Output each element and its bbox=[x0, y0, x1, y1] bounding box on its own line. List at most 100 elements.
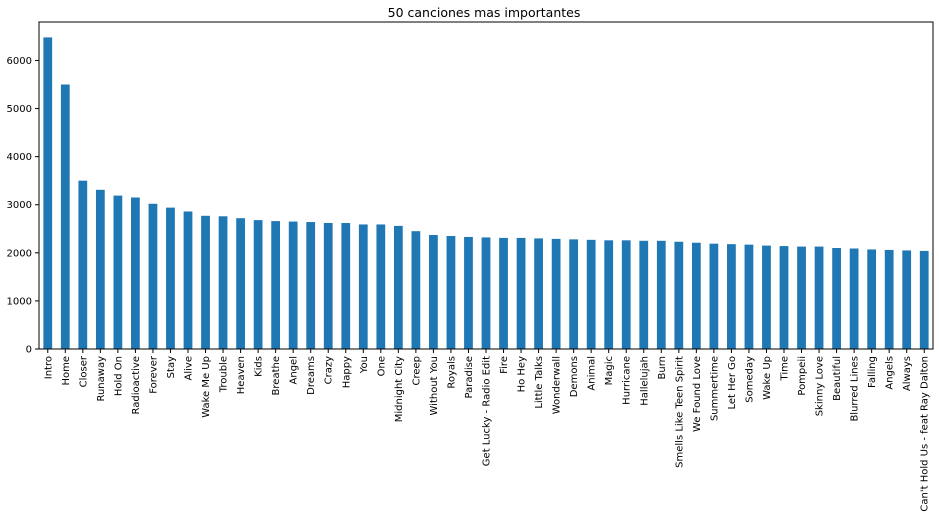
bar-4 bbox=[113, 195, 123, 349]
bar-39 bbox=[727, 244, 736, 349]
plot-frame bbox=[38, 21, 934, 350]
bar-18 bbox=[358, 224, 368, 349]
x-tick-label-7: Stay bbox=[166, 356, 177, 378]
x-tick-label-10: Trouble bbox=[219, 356, 230, 393]
x-tick-label-32: Magic bbox=[604, 356, 615, 385]
x-tick-label-29: Wonderwall bbox=[552, 356, 563, 414]
x-tick-label-4: Hold On bbox=[113, 356, 124, 396]
bar-33 bbox=[621, 240, 631, 349]
bar-12 bbox=[253, 220, 263, 349]
bar-40 bbox=[744, 244, 754, 349]
bar-0 bbox=[43, 37, 53, 349]
bar-10 bbox=[218, 216, 228, 349]
bar-14 bbox=[288, 221, 298, 349]
x-tick-label-19: One bbox=[376, 356, 387, 376]
x-tick-label-31: Animal bbox=[587, 356, 598, 391]
chart-title: 50 canciones mas importantes bbox=[388, 5, 581, 20]
bar-21 bbox=[411, 231, 421, 349]
x-tick-label-45: Beautiful bbox=[832, 356, 843, 401]
bar-47 bbox=[867, 249, 877, 349]
x-tick-label-27: Ho Hey bbox=[517, 356, 528, 392]
bar-13 bbox=[271, 221, 281, 349]
x-tick-label-37: We Found Love bbox=[692, 356, 703, 432]
x-tick-label-41: Wake Up bbox=[762, 356, 773, 400]
bar-36 bbox=[674, 241, 684, 349]
bar-46 bbox=[849, 248, 859, 349]
bar-49 bbox=[902, 250, 912, 349]
bar-50 bbox=[919, 250, 929, 349]
x-axis: Intro Home Closer Runaway Hold On Radioactive… bbox=[43, 349, 931, 512]
bar-5 bbox=[131, 197, 140, 349]
x-tick-label-17: Happy bbox=[341, 356, 352, 388]
x-tick-label-39: Let Her Go bbox=[727, 356, 738, 409]
x-tick-label-23: Royals bbox=[446, 356, 457, 389]
x-tick-label-14: Angel bbox=[289, 356, 300, 384]
bar-41 bbox=[762, 245, 771, 349]
bar-11 bbox=[236, 218, 245, 349]
x-tick-label-11: Heaven bbox=[236, 356, 247, 394]
x-tick-label-20: Midnight City bbox=[394, 356, 405, 422]
x-tick-label-28: Little Talks bbox=[534, 356, 545, 409]
x-tick-label-9: Wake Me Up bbox=[201, 356, 212, 418]
bar-48 bbox=[884, 249, 894, 349]
bar-38 bbox=[709, 243, 719, 349]
x-tick-label-8: Alive bbox=[184, 356, 195, 380]
bar-28 bbox=[534, 238, 543, 349]
bar-17 bbox=[341, 223, 351, 349]
x-tick-label-18: You bbox=[359, 356, 370, 374]
bar-34 bbox=[639, 240, 649, 349]
x-tick-label-30: Demons bbox=[569, 356, 580, 397]
bar-37 bbox=[691, 242, 701, 349]
x-tick-label-13: Breathe bbox=[271, 356, 282, 395]
x-tick-label-36: Smells Like Teen Spirit bbox=[674, 356, 685, 468]
bar-45 bbox=[832, 248, 841, 349]
bar-42 bbox=[779, 246, 789, 349]
x-tick-label-2: Closer bbox=[78, 355, 89, 387]
bar-27 bbox=[516, 237, 526, 349]
x-tick-label-42: Time bbox=[780, 356, 791, 381]
x-tick-label-49: Always bbox=[902, 356, 913, 391]
x-tick-label-50: Can't Hold Us - feat Ray Dalton bbox=[920, 356, 931, 512]
x-tick-label-35: Burn bbox=[657, 356, 668, 379]
bar-22 bbox=[429, 235, 438, 349]
x-tick-label-24: Paradise bbox=[464, 356, 475, 398]
bar-3 bbox=[95, 189, 105, 349]
x-tick-label-33: Hurricane bbox=[622, 356, 633, 405]
bar-43 bbox=[797, 246, 806, 349]
bars-layer bbox=[43, 37, 929, 349]
bar-1 bbox=[60, 84, 70, 349]
x-tick-label-44: Skinny Love bbox=[815, 356, 826, 416]
y-tick-label-6: 6000 bbox=[7, 56, 32, 67]
bar-6 bbox=[148, 203, 158, 349]
bar-9 bbox=[201, 215, 210, 349]
x-tick-label-16: Crazy bbox=[324, 356, 335, 384]
bar-8 bbox=[183, 211, 193, 349]
x-tick-label-26: Fire bbox=[499, 356, 510, 374]
x-tick-label-5: Radioactive bbox=[131, 356, 142, 415]
bar-35 bbox=[656, 240, 666, 349]
bar-26 bbox=[499, 237, 508, 349]
x-tick-label-48: Angels bbox=[885, 356, 896, 390]
x-tick-label-38: Summertime bbox=[709, 356, 720, 421]
bar-32 bbox=[604, 240, 614, 349]
y-tick-label-4: 4000 bbox=[7, 152, 32, 163]
y-tick-label-5: 5000 bbox=[7, 104, 32, 115]
bar-29 bbox=[551, 238, 561, 349]
bar-19 bbox=[376, 224, 386, 349]
x-tick-label-1: Home bbox=[61, 356, 72, 386]
x-tick-label-43: Pompeii bbox=[797, 356, 808, 396]
x-tick-label-25: Get Lucky - Radio Edit bbox=[482, 356, 493, 466]
y-tick-label-0: 0 bbox=[26, 345, 32, 356]
x-tick-label-34: Hallelujah bbox=[639, 356, 650, 406]
bar-44 bbox=[814, 246, 824, 349]
bar-25 bbox=[481, 237, 491, 349]
x-tick-label-46: Blurred Lines bbox=[850, 356, 861, 422]
y-tick-label-3: 3000 bbox=[7, 200, 32, 211]
x-tick-label-40: Someday bbox=[744, 356, 755, 403]
x-tick-label-22: Without You bbox=[429, 356, 440, 416]
y-tick-label-2: 2000 bbox=[7, 248, 32, 259]
x-tick-label-21: Creep bbox=[411, 356, 422, 386]
x-tick-label-6: Forever bbox=[148, 355, 159, 394]
